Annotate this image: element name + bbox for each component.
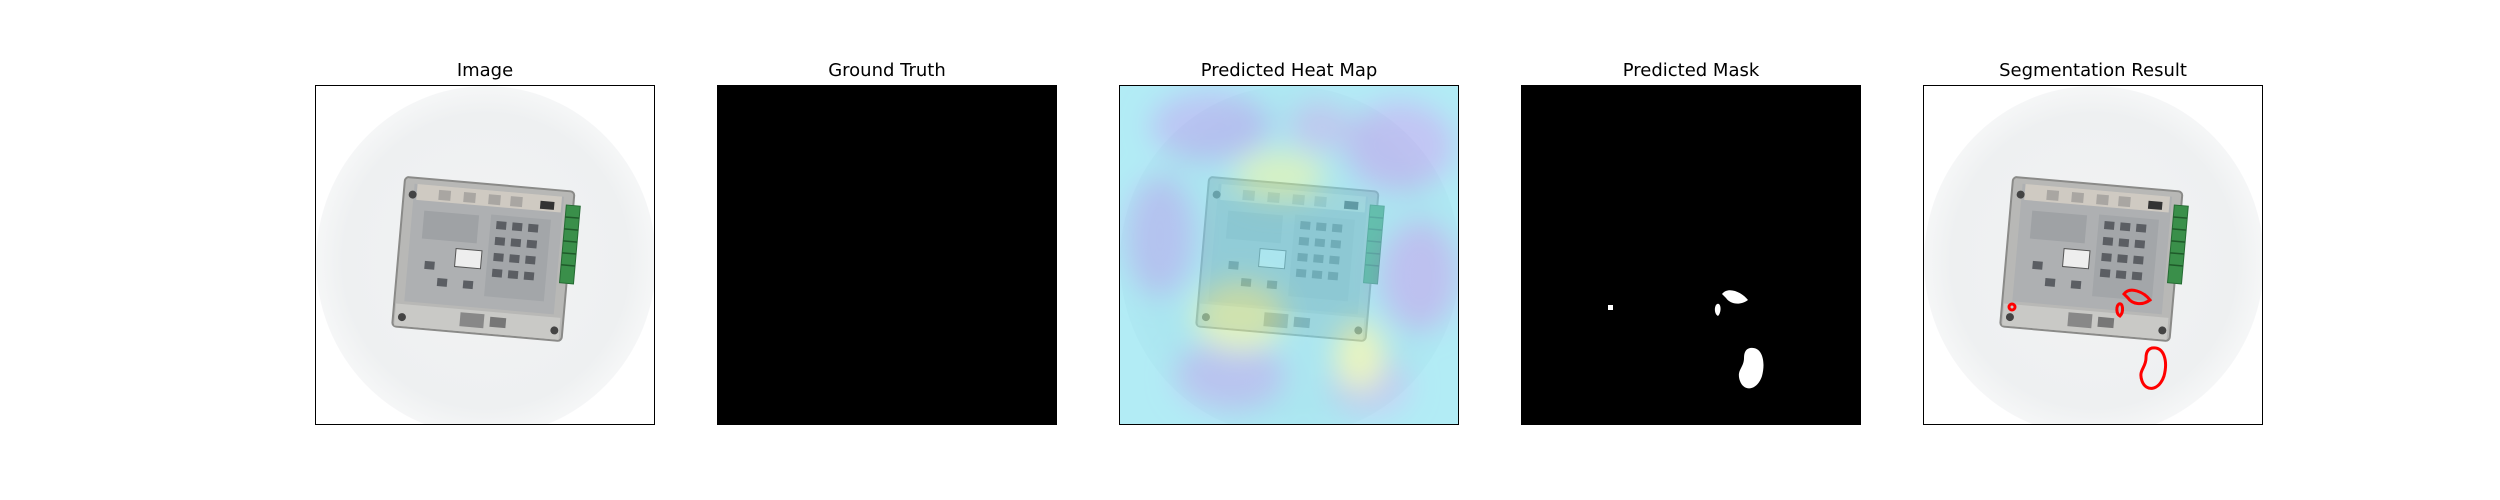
mask-blob	[1722, 290, 1748, 304]
ground-truth-frame	[717, 85, 1057, 425]
mask-blob	[1738, 347, 1764, 389]
segmentation-frame	[1923, 85, 2263, 425]
panel-ground-truth: Ground Truth	[717, 0, 1057, 500]
panel-title: Image	[456, 60, 514, 81]
panel-image: Image	[315, 0, 655, 500]
mask-blob	[1608, 305, 1613, 310]
segmentation-overlay	[1924, 86, 2262, 424]
contour	[2007, 302, 2017, 312]
panel-title: Segmentation Result	[1999, 60, 2187, 81]
panel-predicted-mask: Predicted Mask	[1521, 0, 1861, 500]
contour	[2122, 288, 2153, 306]
panel-heat-map: Predicted Heat Map	[1119, 0, 1459, 500]
predicted-mask-frame	[1521, 85, 1861, 425]
panel-title: Ground Truth	[828, 60, 946, 81]
contour	[2115, 302, 2124, 318]
contour	[2139, 346, 2167, 390]
input-image	[316, 86, 654, 424]
predicted-mask	[1522, 86, 1860, 424]
mask-blob	[1714, 303, 1721, 316]
panel-segmentation-result: Segmentation Result	[1923, 0, 2263, 500]
heat-map-overlay	[1120, 86, 1458, 424]
ground-truth-mask	[718, 86, 1056, 424]
panel-title: Predicted Heat Map	[1200, 60, 1378, 81]
image-frame	[315, 85, 655, 425]
panel-title: Predicted Mask	[1622, 60, 1760, 81]
heat-map-frame	[1119, 85, 1459, 425]
